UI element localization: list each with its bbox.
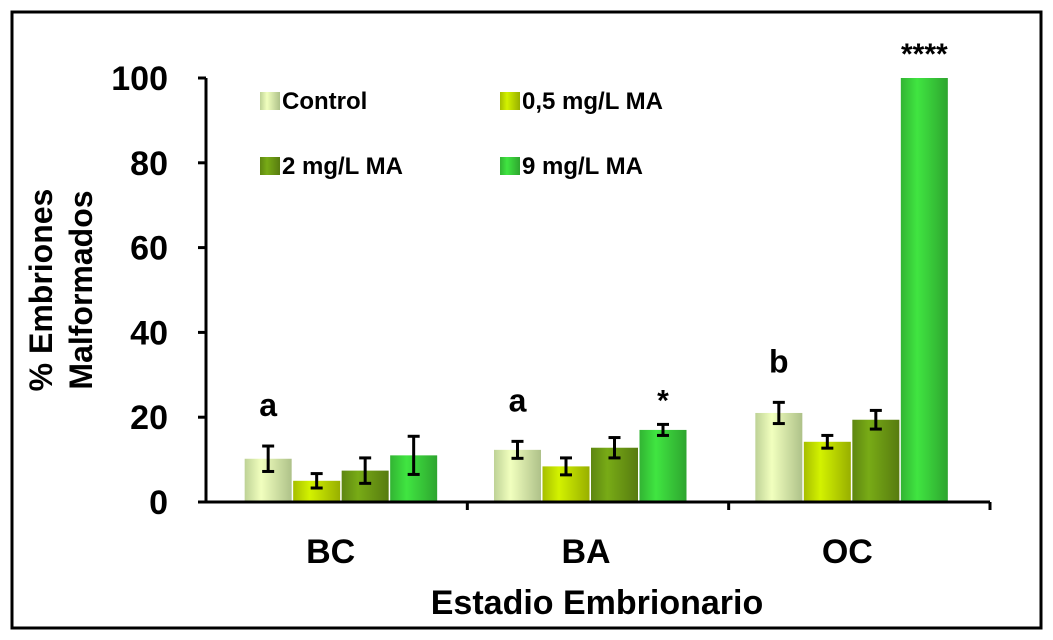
- bar-OC-4: [900, 78, 948, 502]
- bar-OC-3: [852, 419, 900, 502]
- bar-BA-4: [639, 429, 687, 502]
- chart-border: [10, 10, 1043, 630]
- ticks-layer: 0 20 40 60 80 100 BC BA OC: [111, 60, 992, 571]
- annotation-label: ****: [901, 38, 948, 71]
- bars-layer: a a * b ****: [244, 38, 948, 502]
- legend-swatch-2: [500, 92, 520, 110]
- legend-label-2: 0,5 mg/L MA: [522, 88, 663, 115]
- bar-OC-1: [755, 412, 803, 502]
- legend-label-3: 2 mg/L MA: [282, 153, 403, 180]
- y-axis-title-line-2: Malformados: [63, 190, 99, 389]
- annotation-label: b: [769, 343, 789, 379]
- annotation-label: *: [657, 384, 669, 417]
- annotation-label: a: [509, 382, 527, 418]
- x-tick-label: OC: [822, 533, 873, 571]
- y-tick-label: 60: [130, 230, 168, 268]
- legend-swatch-4: [500, 157, 520, 175]
- y-tick-label: 40: [130, 314, 168, 352]
- x-tick-label: BA: [561, 533, 610, 571]
- axes-layer: [204, 78, 990, 504]
- x-tick-label: BC: [306, 533, 355, 571]
- x-axis-title: Estadio Embrionario: [431, 584, 764, 622]
- y-axis-title-line-1: % Embriones: [23, 189, 59, 392]
- legend-swatch-3: [260, 157, 280, 175]
- bar-OC-2: [803, 441, 851, 502]
- y-tick-label: 20: [130, 399, 168, 437]
- legend-label-4: 9 mg/L MA: [522, 153, 643, 180]
- y-tick-label: 0: [149, 484, 168, 522]
- legend-label-1: Control: [282, 88, 367, 115]
- y-tick-label: 80: [130, 145, 168, 183]
- annotation-label: a: [259, 387, 277, 423]
- legend-swatch-1: [260, 92, 280, 110]
- legend: Control 0,5 mg/L MA 2 mg/L MA 9 mg/L MA: [260, 88, 663, 180]
- bar-BC-2: [293, 480, 341, 502]
- y-tick-label: 100: [111, 60, 168, 98]
